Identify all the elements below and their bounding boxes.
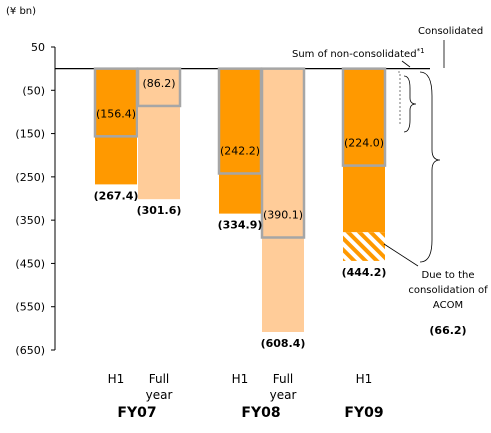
bar-solid-4 [343,68,385,233]
bar-1 [138,68,180,200]
x-category-label-line2: year [146,388,173,402]
non-consolidated-value-label: (242.2) [220,144,260,157]
bars-layer [93,67,387,332]
bar-2 [219,68,261,214]
bar-3 [262,68,304,332]
consolidated-brace [419,71,441,263]
non-consolidated-brace [403,75,417,133]
bar-0 [95,68,137,185]
x-category-label: Full [273,372,294,386]
y-tick-label: (550) [15,301,45,314]
annotations: Consolidated Sum of non-consolidated*1 D… [292,26,488,337]
y-tick-label: (250) [15,171,45,184]
bracket-dashed [398,71,401,125]
consolidated-value-label: (444.2) [342,266,387,279]
x-category-label-line2: year [270,388,297,402]
consolidated-value-label: (334.9) [218,219,263,232]
y-tick-label: (150) [15,128,45,141]
acom-note-line1: Due to the [422,270,475,281]
y-tick-label: (450) [15,257,45,270]
non-consolidated-box-4 [341,67,387,167]
value-labels-layer: (156.4) (267.4) (86.2) (301.6) (242.2) (334.9… [94,77,387,350]
x-category-label: H1 [232,372,249,386]
acom-value-label: (66.2) [429,324,466,337]
y-tick-label: 50 [31,41,45,54]
x-category-label: H1 [108,372,125,386]
fiscal-year-group-label: FY09 [344,405,383,421]
unit-label: (¥ bn) [6,6,36,17]
y-tick-label: (350) [15,214,45,227]
acom-note-line2: consolidation of [408,285,488,296]
non-consolidated-value-label: (224.0) [344,137,384,150]
x-category-label: H1 [356,372,373,386]
sum-non-consolidated-annotation: Sum of non-consolidated*1 [292,47,425,60]
fiscal-year-group-label: FY08 [241,405,280,421]
non-consolidated-leader-line [401,60,411,68]
x-axis-labels: H1 Full year H1 Full year H1 FY07 FY08 FY09 [108,372,384,421]
sum-non-consolidated-text: Sum of non-consolidated [292,49,417,60]
consolidated-annotation: Consolidated [418,26,483,37]
y-tick-label: (50) [22,84,45,97]
consolidated-value-label: (267.4) [94,189,139,202]
x-category-label: Full [149,372,170,386]
non-consolidated-value-label: (390.1) [263,209,303,222]
acom-pointer-line [383,243,419,267]
y-tick-label: (650) [15,344,45,357]
consolidated-value-label: (301.6) [137,204,182,217]
non-consolidated-value-label: (86.2) [142,77,175,90]
bar-hatched-acom [343,232,385,261]
fiscal-year-group-label: FY07 [117,405,156,421]
consolidated-value-label: (608.4) [261,337,306,350]
non-consolidated-value-label: (156.4) [96,107,136,120]
acom-note-line3: ACOM [433,300,463,311]
non-consolidated-box-1 [136,67,182,108]
footnote-marker: *1 [417,47,425,55]
non-consolidated-box-3 [260,67,306,239]
